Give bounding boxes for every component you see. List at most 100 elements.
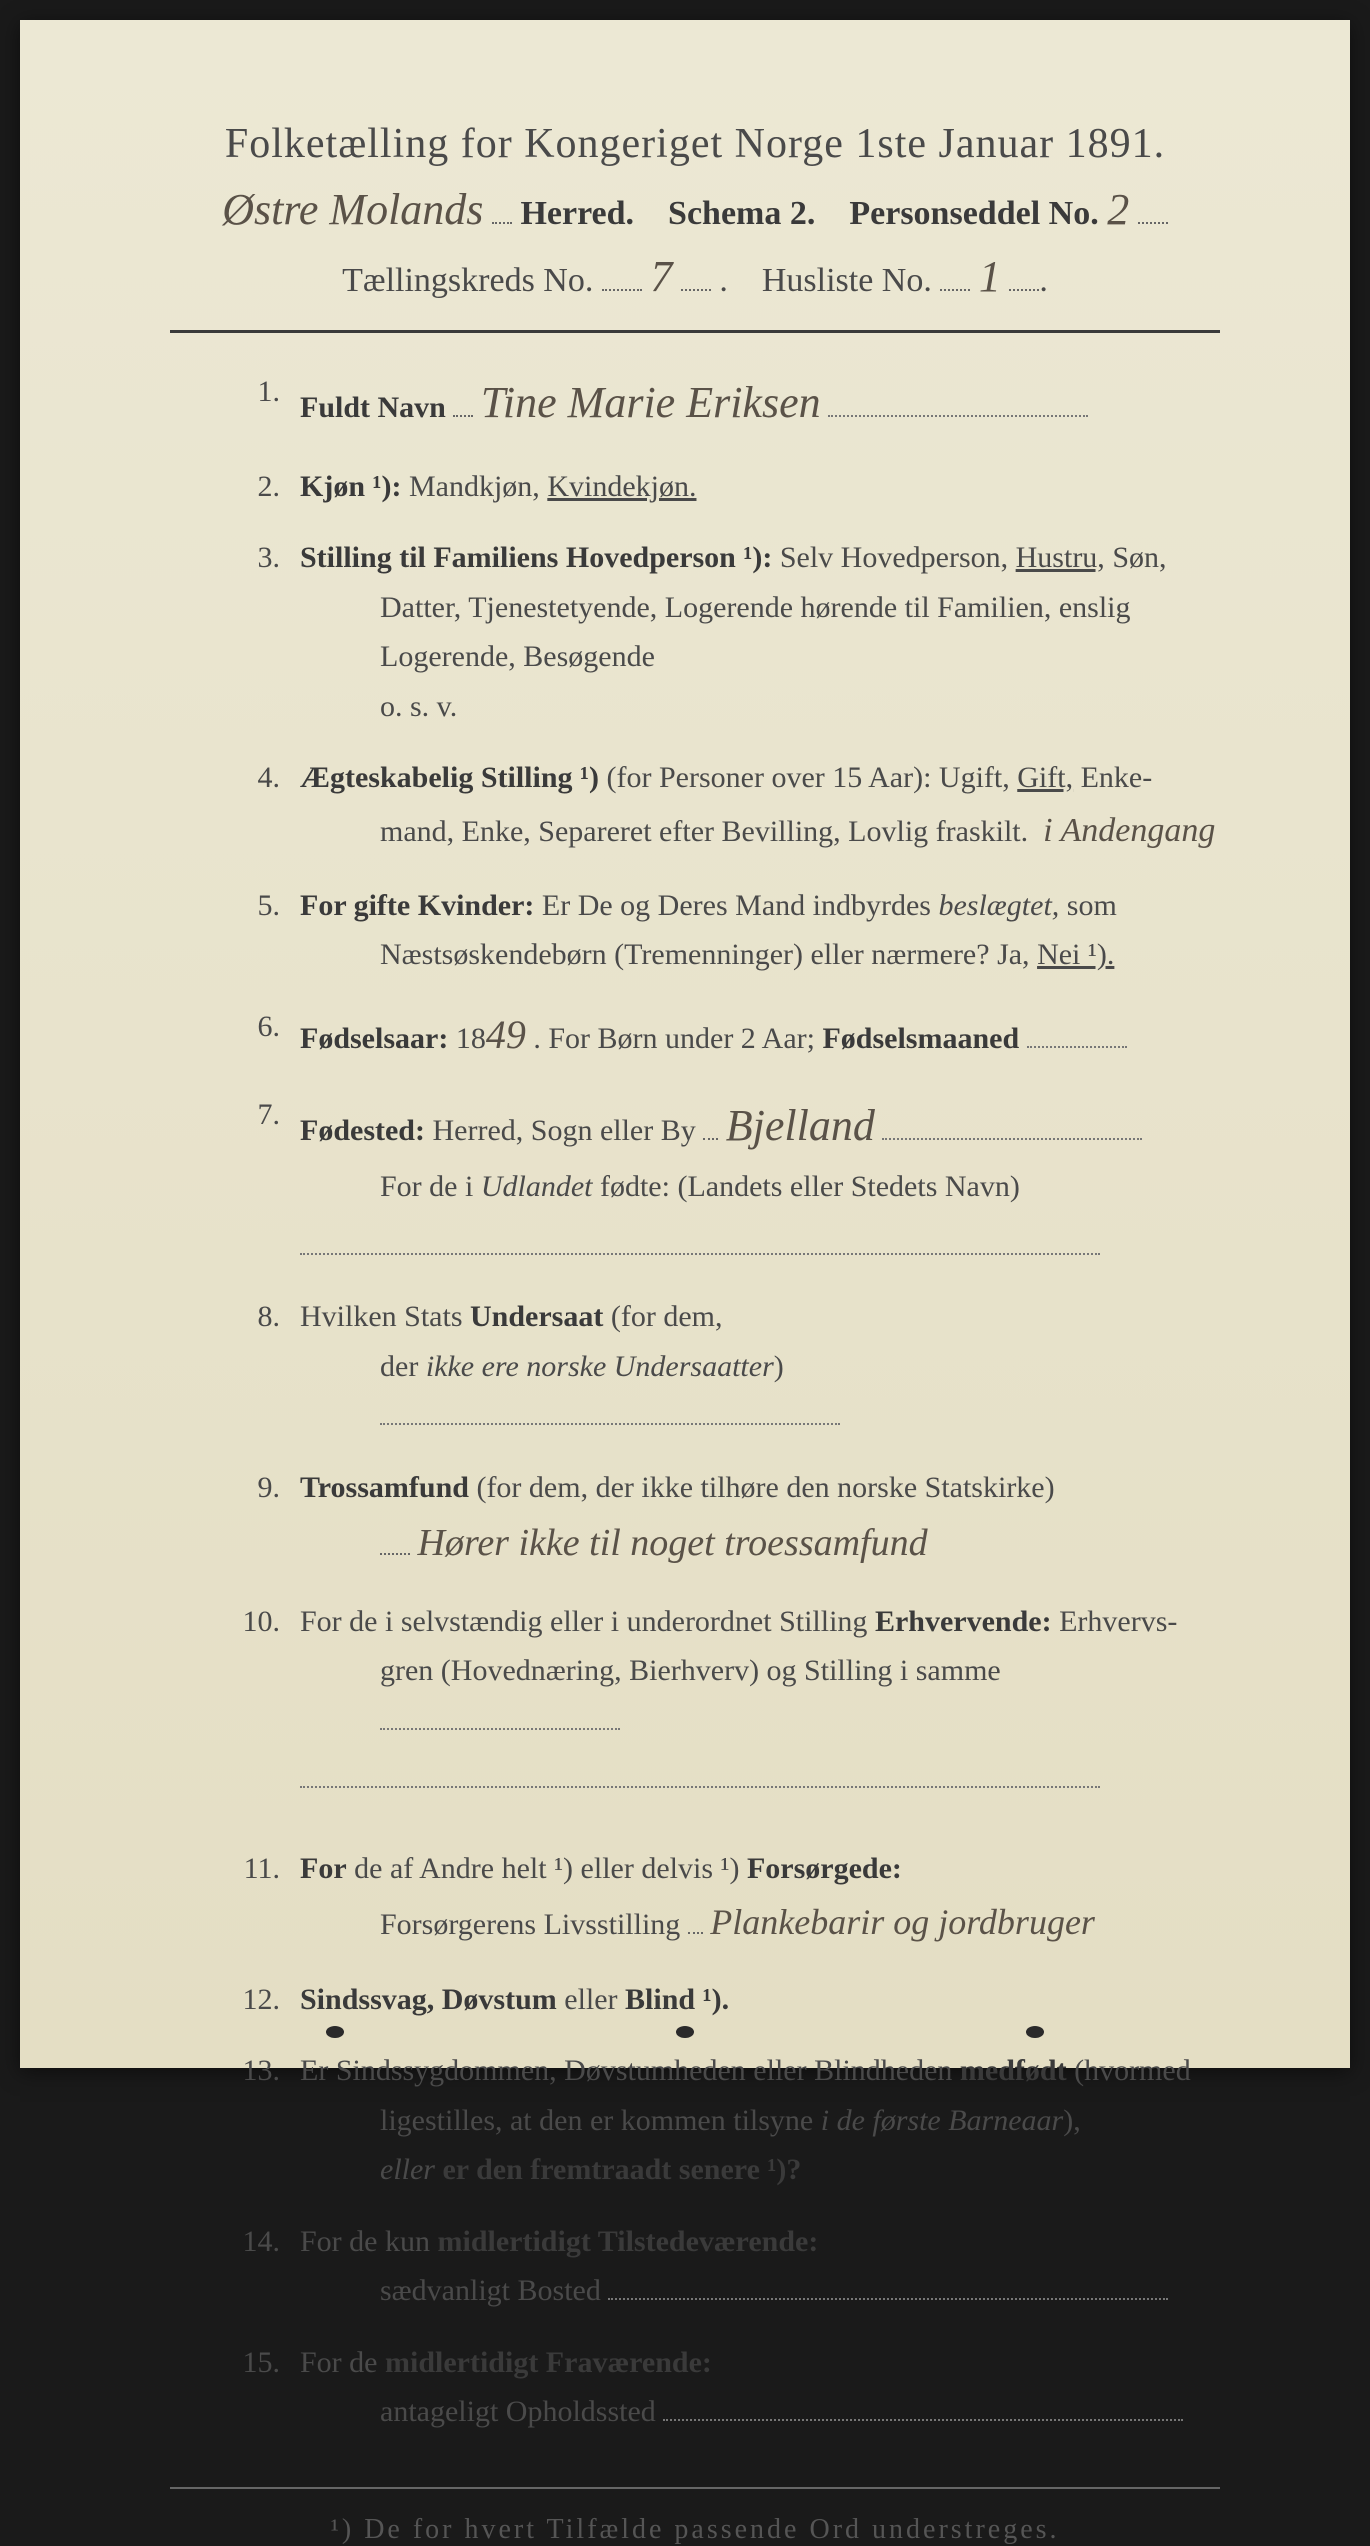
- line-2: For de i Udlandet fødte: (Landets eller …: [300, 1162, 1220, 1212]
- option-male: Mandkjøn,: [409, 470, 540, 503]
- option-text: (for Personer over 15 Aar): Ugift,: [607, 761, 1010, 794]
- field-6-birthyear: 6. Fødselsaar: 1849 . For Børn under 2 A…: [230, 1002, 1220, 1068]
- field-number: 13.: [230, 2046, 280, 2096]
- field-label: Trossamfund: [300, 1471, 469, 1504]
- kreds-no: 7: [650, 251, 672, 302]
- field-number: 7.: [230, 1090, 280, 1140]
- field-number: 6.: [230, 1002, 280, 1052]
- line-4: o. s. v.: [300, 682, 1220, 732]
- line-2: sædvanligt Bosted: [300, 2266, 1220, 2316]
- dotted-fill: [492, 222, 512, 224]
- dotted-fill: [1009, 289, 1039, 291]
- field-number: 4.: [230, 753, 280, 803]
- field-1-name: 1. Fuldt Navn Tine Marie Eriksen: [230, 367, 1220, 440]
- margin-handwritten: i Andengang: [1043, 812, 1215, 849]
- option-hustru-selected: Hustru,: [1016, 541, 1105, 574]
- field-label: medfødt: [960, 2054, 1067, 2087]
- text: Er De og Deres Mand indbyrdes: [542, 889, 931, 922]
- text: For de i selvstændig eller i underordnet…: [300, 1605, 867, 1638]
- herred-handwritten: Østre Molands: [222, 184, 483, 235]
- field-number: 11.: [230, 1844, 280, 1894]
- field-10-occupation: 10. For de i selvstændig eller i underor…: [230, 1597, 1220, 1804]
- text: ),: [1063, 2104, 1081, 2137]
- field-label-2: Forsørgede:: [747, 1852, 902, 1885]
- kreds-label: Tællingskreds No.: [342, 262, 593, 299]
- field-label: For gifte Kvinder:: [300, 889, 534, 922]
- field-label: For: [300, 1852, 347, 1885]
- field-list: 1. Fuldt Navn Tine Marie Eriksen 2. Kjøn…: [170, 367, 1220, 2437]
- text: (for dem, der ikke tilhøre den norske St…: [476, 1471, 1054, 1504]
- field-label: Kjøn ¹):: [300, 470, 401, 503]
- dotted-fill: [1138, 222, 1168, 224]
- field-label: Fuldt Navn: [300, 391, 446, 424]
- field-15-absent: 15. For de midlertidigt Fraværende: anta…: [230, 2338, 1220, 2437]
- dotted-fill: [380, 1697, 620, 1730]
- header-divider: [170, 330, 1220, 333]
- footnote-divider: [170, 2487, 1220, 2489]
- line-text: sædvanligt Bosted: [380, 2274, 601, 2307]
- herred-row: Østre Molands Herred. Schema 2. Personse…: [170, 184, 1220, 235]
- dotted-fill: [882, 1107, 1142, 1140]
- text: Hvilken Stats: [300, 1300, 463, 1333]
- option-gift-selected: Gift,: [1017, 761, 1073, 794]
- line-text: antageligt Opholdssted: [380, 2395, 656, 2428]
- schema-label: Schema 2.: [668, 195, 815, 232]
- line-2: Næstsøskendebørn (Tremenninger) eller næ…: [300, 930, 1220, 980]
- dotted-fill: [300, 1755, 1100, 1788]
- text: For de i: [380, 1170, 473, 1203]
- bold-text: er den fremtraadt senere ¹)?: [442, 2153, 801, 2186]
- text: . For Børn under 2 Aar;: [533, 1022, 815, 1055]
- religion-handwritten: Hører ikke til noget troessamfund: [418, 1512, 928, 1575]
- dotted-fill: [828, 384, 1088, 417]
- field-8-citizenship: 8. Hvilken Stats Undersaat (for dem, der…: [230, 1292, 1220, 1441]
- dotted-fill: [663, 2388, 1183, 2421]
- field-label: Sindssvag, Døvstum: [300, 1983, 557, 2016]
- line-text: Næstsøskendebørn (Tremenninger) eller næ…: [380, 938, 1030, 971]
- personseddel-label: Personseddel No.: [849, 195, 1098, 232]
- field-number: 14.: [230, 2217, 280, 2267]
- field-number: 2.: [230, 462, 280, 512]
- text: ): [774, 1350, 784, 1383]
- dotted-fill: [602, 289, 642, 291]
- text: eller: [564, 1983, 617, 2016]
- text: Herred, Sogn eller By: [432, 1114, 695, 1147]
- field-label: Fødselsaar:: [300, 1022, 448, 1055]
- field-label: Fødested:: [300, 1114, 425, 1147]
- field-label: midlertidigt Fraværende:: [385, 2346, 712, 2379]
- dotted-fill: [940, 289, 970, 291]
- line-2: mand, Enke, Separeret efter Bevilling, L…: [300, 803, 1220, 859]
- form-title: Folketælling for Kongeriget Norge 1ste J…: [170, 120, 1220, 168]
- text: (hvormed: [1074, 2054, 1191, 2087]
- dotted-fill: [380, 1553, 410, 1555]
- footnote-text: ¹) De for hvert Tilfælde passende Ord un…: [170, 2514, 1220, 2546]
- field-number: 10.: [230, 1597, 280, 1647]
- hole-icon: [326, 2026, 344, 2038]
- line-2: gren (Hovednæring, Bierhverv) og Stillin…: [300, 1646, 1220, 1745]
- option-female-selected: Kvindekjøn.: [547, 470, 696, 503]
- dotted-fill: [1027, 1015, 1127, 1048]
- text: de af Andre helt ¹) eller delvis ¹): [354, 1852, 739, 1885]
- field-11-supported: 11. For de af Andre helt ¹) eller delvis…: [230, 1844, 1220, 1953]
- text: For de kun: [300, 2225, 430, 2258]
- field-14-present: 14. For de kun midlertidigt Tilstedevære…: [230, 2217, 1220, 2316]
- supporter-handwritten: Plankebarir og jordbruger: [710, 1893, 1095, 1952]
- option-text: Enke-: [1081, 761, 1153, 794]
- line-3: Logerende, Besøgende: [300, 632, 1220, 682]
- herred-label: Herred.: [520, 195, 634, 232]
- field-number: 15.: [230, 2338, 280, 2388]
- option-nei-selected: Nei ¹).: [1037, 938, 1114, 971]
- field-number: 12.: [230, 1975, 280, 2025]
- dotted-fill: [688, 1932, 703, 1934]
- line-3: eller er den fremtraadt senere ¹)?: [300, 2145, 1220, 2195]
- text: som: [1067, 889, 1117, 922]
- birthplace-handwritten: Bjelland: [726, 1090, 875, 1163]
- field-number: 9.: [230, 1463, 280, 1513]
- text: fødte: (Landets eller Stedets Navn): [600, 1170, 1020, 1203]
- line-2: ligestilles, at den er kommen tilsyne i …: [300, 2096, 1220, 2146]
- field-3-relation: 3. Stilling til Familiens Hovedperson ¹)…: [230, 533, 1220, 731]
- field-5-related: 5. For gifte Kvinder: Er De og Deres Man…: [230, 881, 1220, 980]
- text: ligestilles, at den er kommen tilsyne: [380, 2104, 813, 2137]
- field-4-marital: 4. Ægteskabelig Stilling ¹) (for Persone…: [230, 753, 1220, 859]
- field-label: Stilling til Familiens Hovedperson ¹):: [300, 541, 772, 574]
- dotted-fill: [681, 289, 711, 291]
